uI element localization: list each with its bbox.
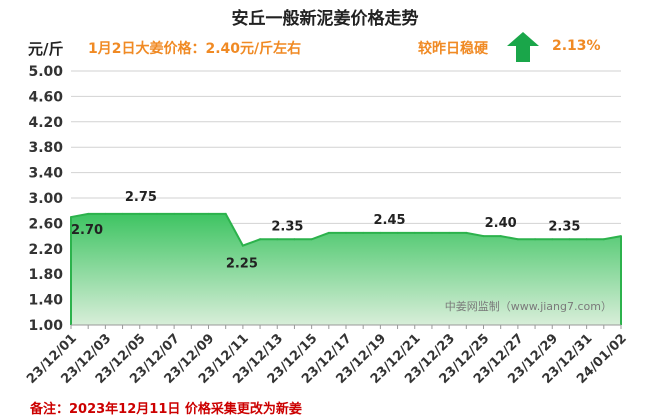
change-label: 较昨日稳硬: [418, 41, 488, 57]
y-tick-label: 3.80: [28, 140, 63, 156]
data-point: [207, 212, 210, 215]
area-fill: [71, 213, 621, 325]
data-point: [345, 231, 347, 234]
data-point: [413, 231, 416, 234]
y-tick-label: 4.60: [28, 89, 63, 105]
data-point: [499, 235, 502, 238]
data-point: [362, 231, 365, 234]
y-tick-label: 1.40: [28, 293, 63, 309]
data-label: 2.25: [226, 257, 258, 272]
data-point: [620, 235, 622, 238]
data-point: [138, 212, 141, 215]
data-point: [173, 212, 176, 215]
y-tick-label: 3.00: [28, 191, 63, 207]
y-tick-label: 4.20: [28, 115, 63, 131]
watermark-text: 中姜网监制（www.jiang7.com）: [445, 299, 612, 313]
y-tick-label: 1.00: [28, 318, 63, 334]
y-tick-label: 1.80: [28, 267, 63, 283]
data-point: [448, 231, 451, 234]
data-point: [568, 238, 571, 241]
y-tick-label: 2.20: [28, 242, 63, 258]
y-tick-label: 5.00: [28, 64, 63, 80]
data-point: [190, 212, 193, 215]
up-arrow-icon: [507, 32, 539, 62]
y-tick-label: 3.40: [28, 166, 63, 182]
data-point: [121, 212, 124, 215]
data-point: [259, 238, 262, 241]
data-point: [310, 238, 313, 241]
data-label: 2.40: [485, 216, 517, 231]
change-value: 2.13%: [552, 38, 601, 54]
data-point: [155, 212, 158, 215]
data-point: [396, 231, 399, 234]
data-point: [276, 238, 279, 241]
data-label: 2.45: [374, 213, 406, 228]
chart-title: 安丘一般新泥姜价格走势: [231, 9, 419, 29]
data-point: [585, 238, 588, 241]
data-point: [551, 238, 554, 241]
data-point: [379, 231, 382, 234]
data-point: [224, 212, 227, 215]
data-label: 2.70: [71, 223, 103, 238]
data-point: [430, 231, 433, 234]
data-point: [327, 231, 330, 234]
data-point: [534, 238, 537, 241]
data-point: [70, 216, 72, 219]
data-point: [293, 238, 296, 241]
data-point: [87, 212, 90, 215]
data-point: [241, 244, 244, 247]
y-axis-unit: 元/斤: [28, 40, 64, 58]
data-label: 2.35: [548, 219, 580, 234]
data-label: 2.35: [271, 219, 303, 234]
y-tick-label: 2.60: [28, 216, 63, 232]
data-point: [602, 238, 605, 241]
footnote: 备注：2023年12月11日 价格采集更改为新姜: [30, 402, 302, 417]
data-point: [516, 238, 519, 241]
price-note: 1月2日大姜价格：2.40元/斤左右: [88, 41, 302, 57]
data-point: [465, 231, 468, 234]
data-point: [482, 235, 485, 238]
data-point: [104, 212, 107, 215]
data-label: 2.75: [125, 190, 157, 205]
